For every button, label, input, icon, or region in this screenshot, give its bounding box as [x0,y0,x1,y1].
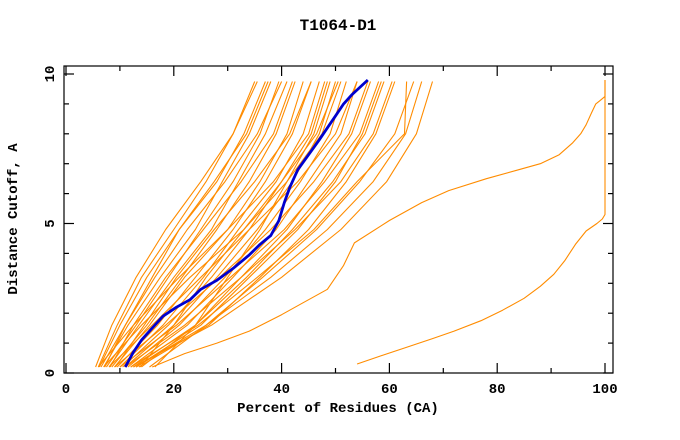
series-model-16 [138,81,396,368]
series-model-08 [116,81,312,368]
series-model-30 [115,81,312,368]
series-model-32 [149,81,415,368]
series-model-20 [114,81,369,368]
x-tick-label: 80 [489,382,506,398]
series-model-23 [130,81,408,368]
chart-title: T1064-D1 [300,17,377,35]
series-model-28 [104,81,283,368]
x-tick-label: 100 [592,382,617,398]
series-model-13 [130,81,358,368]
series-model-12 [127,81,347,368]
series-model-29 [109,81,293,368]
y-tick-label: 10 [43,66,59,83]
series-model-15 [135,81,382,368]
series-group [95,78,606,368]
series-model-21 [119,81,380,368]
x-tick-label: 20 [165,382,182,398]
series-model-03 [103,81,272,368]
series-model-26 [95,81,258,368]
series-model-34 [139,81,339,368]
series-model-09 [119,81,320,368]
series-model-17 [108,81,358,368]
series-best-model [124,78,369,368]
x-tick-label: 0 [62,382,70,398]
series-model-27 [98,81,269,368]
series-model-06 [111,81,296,368]
series-model-04 [105,81,280,368]
x-axis-label: Percent of Residues (CA) [237,401,439,417]
series-model-05 [108,81,288,368]
tick-labels-group: 0 20 40 60 80 100 0 5 10 [43,66,618,398]
ticks-group [64,66,613,374]
series-model-33 [154,81,331,368]
y-tick-label: 5 [43,219,59,227]
x-tick-label: 60 [381,382,398,398]
y-tick-label: 0 [43,369,59,377]
plot-frame [63,65,614,374]
y-axis-label: Distance Cutoff, A [6,143,22,295]
series-model-25 [133,81,434,368]
x-tick-label: 40 [273,382,290,398]
series-model-22 [124,81,393,368]
series-outlier-2 [356,80,606,365]
series-outlier-1 [151,80,606,368]
